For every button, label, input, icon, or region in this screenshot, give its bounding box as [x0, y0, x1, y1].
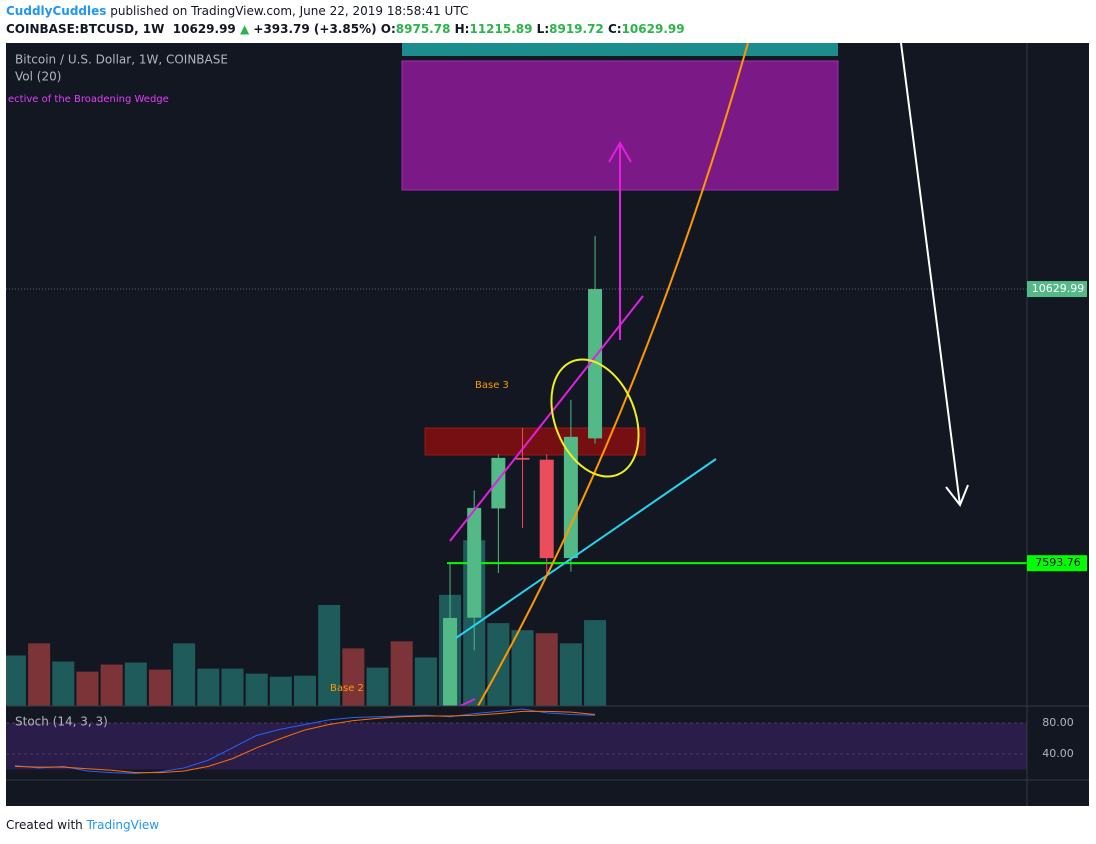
brand[interactable]: TradingView	[86, 818, 160, 832]
volume-bar	[221, 668, 244, 706]
ohlc-value: 10629.99	[621, 22, 685, 36]
symbol: COINBASE:BTCUSD, 1W	[6, 22, 165, 36]
ohlc-l: L:8919.72	[537, 22, 604, 36]
y-tick-label: 40.00	[1042, 747, 1074, 760]
ohlc-label: L:	[536, 22, 550, 36]
price-tag-label: 7593.76	[1035, 556, 1081, 569]
volume-bar	[414, 657, 437, 706]
footer: Created with TradingView	[6, 818, 159, 832]
volume-bar	[487, 623, 510, 706]
legend-volume: Vol (20)	[15, 70, 61, 84]
drawing-lines: ective of the Broadening Wedge Base 3 Ba…	[8, 43, 969, 706]
stoch-band	[6, 722, 1027, 770]
annotation: Base 2	[330, 683, 364, 694]
ohlc-value: 8919.72	[549, 22, 604, 36]
ohlc-label: C:	[607, 22, 622, 36]
published: published on TradingView.com, June 22, 2…	[110, 4, 469, 18]
volume-bar	[197, 668, 220, 706]
candle-body	[443, 617, 458, 706]
highlight-ellipse	[550, 358, 640, 478]
volume-bar	[245, 673, 268, 706]
volume-bar	[511, 630, 534, 706]
annotation: Base 3	[475, 380, 509, 391]
candle-body	[491, 457, 506, 509]
price-tag	[1027, 281, 1087, 298]
volume-bar	[28, 643, 51, 706]
last: 10629.99	[172, 22, 236, 36]
ohlc-c: C:10629.99	[608, 22, 685, 36]
stoch-line	[14, 710, 596, 774]
footer-text: Created with	[6, 818, 83, 832]
stoch-line	[14, 708, 596, 774]
arrow: ▲	[239, 22, 250, 36]
annotation: ective of the Broadening Wedge	[8, 94, 169, 105]
ohlc-o: O:8975.78	[381, 22, 451, 36]
volume-bar	[148, 669, 171, 706]
volume-bar	[6, 655, 26, 706]
volume-bar	[584, 620, 607, 706]
candle-layer	[6, 236, 1027, 706]
up-arrow	[608, 141, 632, 340]
publish-line: CuddlyCuddles published on TradingView.c…	[6, 4, 468, 18]
y-tick-label: 80.00	[1042, 716, 1074, 729]
ohlc-h: H:11215.89	[455, 22, 533, 36]
legend-stoch: Stoch (14, 3, 3)	[15, 715, 108, 729]
stochastic-pane: 80.00 40.00	[6, 708, 1074, 774]
volume-bar	[76, 671, 99, 706]
volume-bar	[294, 675, 317, 706]
parabola	[477, 43, 749, 706]
wedge-line	[449, 295, 644, 542]
volume-bar	[52, 661, 75, 706]
zone-teal	[402, 43, 838, 56]
volume-bar	[269, 676, 292, 706]
ohlc-label: O:	[380, 22, 396, 36]
candle-body	[539, 459, 554, 559]
volume-bar	[559, 643, 582, 706]
candle-body	[588, 289, 603, 439]
ohlc-label: H:	[454, 22, 470, 36]
volume-bar	[124, 662, 147, 706]
wedge-line	[459, 698, 476, 706]
support-line	[455, 458, 717, 639]
symbol-line: COINBASE:BTCUSD, 1W 10629.99 ▲ +393.79 (…	[6, 22, 685, 36]
ohlc-value: 11215.89	[469, 22, 533, 36]
volume-bar	[173, 643, 196, 706]
volume-bar	[390, 641, 413, 706]
volume-bar	[318, 604, 341, 706]
legend-title: Bitcoin / U.S. Dollar, 1W, COINBASE	[15, 53, 228, 67]
volume-bar	[100, 664, 123, 706]
candle-body	[563, 436, 578, 559]
volume-bar	[535, 633, 558, 706]
volume-bar	[342, 648, 365, 706]
author[interactable]: CuddlyCuddles	[6, 4, 107, 18]
price-tag-label: 10629.99	[1032, 282, 1085, 295]
candle-body	[515, 457, 530, 460]
change: +393.79 (+3.85%)	[253, 22, 377, 36]
candle-body	[467, 507, 482, 618]
down-arrow	[900, 43, 969, 507]
price-tags: 10629.99 7593.76	[1027, 281, 1087, 572]
volume-bar	[366, 667, 389, 706]
price-tag	[1027, 555, 1087, 572]
ohlc-value: 8975.78	[395, 22, 451, 36]
